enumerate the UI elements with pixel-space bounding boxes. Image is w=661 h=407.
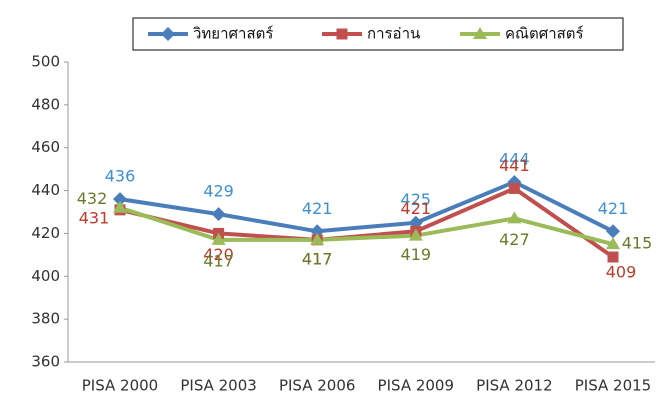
y-tick-label: 360 [31,353,60,371]
y-tick-label: 500 [31,53,60,71]
marker [113,200,127,213]
data-label: 420 [203,245,234,264]
data-label: 409 [606,263,637,282]
marker [507,211,522,224]
data-label: 432 [77,189,108,208]
series-line [119,186,615,259]
data-label: 415 [622,234,653,253]
marker [211,207,226,222]
marker [310,232,325,245]
legend-box [132,17,624,51]
legend-label: วิทยาศาสตร์ [192,25,273,43]
series-line [119,205,614,247]
data-label: 431 [79,208,110,227]
x-tick-label: PISA 2015 [575,377,651,395]
y-tick-label: 460 [31,138,60,156]
x-tick-label: PISA 2000 [82,377,158,395]
legend-label: คณิตศาสตร์ [505,25,584,43]
data-label: 425 [401,190,432,209]
marker [408,228,423,241]
marker [508,182,520,194]
y-tick-label: 480 [31,95,60,113]
series-line [119,180,614,234]
marker [113,192,127,207]
y-tick-label: 380 [31,310,60,328]
data-label: 444 [499,150,530,169]
legend-marker [161,27,175,41]
data-label: 417 [302,249,333,268]
legend-marker [336,28,348,40]
x-tick-label: PISA 2006 [279,377,355,395]
data-label: 417 [203,251,234,270]
marker [606,237,620,250]
data-label: 421 [401,199,432,218]
data-label: 436 [105,167,136,186]
data-label: 421 [302,199,333,218]
legend-marker [473,27,487,39]
legend-label: การอ่าน [367,25,420,43]
marker [211,232,226,245]
x-tick-label: PISA 2009 [378,377,454,395]
marker [607,251,619,263]
data-label: 419 [401,245,432,264]
x-tick-label: PISA 2012 [476,377,552,395]
data-label: 427 [499,230,530,249]
data-label: 429 [203,182,234,201]
data-label: 441 [499,156,530,175]
x-tick-label: PISA 2003 [180,377,256,395]
y-tick-label: 440 [31,181,60,199]
y-tick-label: 400 [31,267,60,285]
data-label: 417 [302,249,333,268]
y-tick-label: 420 [31,224,60,242]
data-label: 421 [598,199,629,218]
marker [606,224,620,239]
